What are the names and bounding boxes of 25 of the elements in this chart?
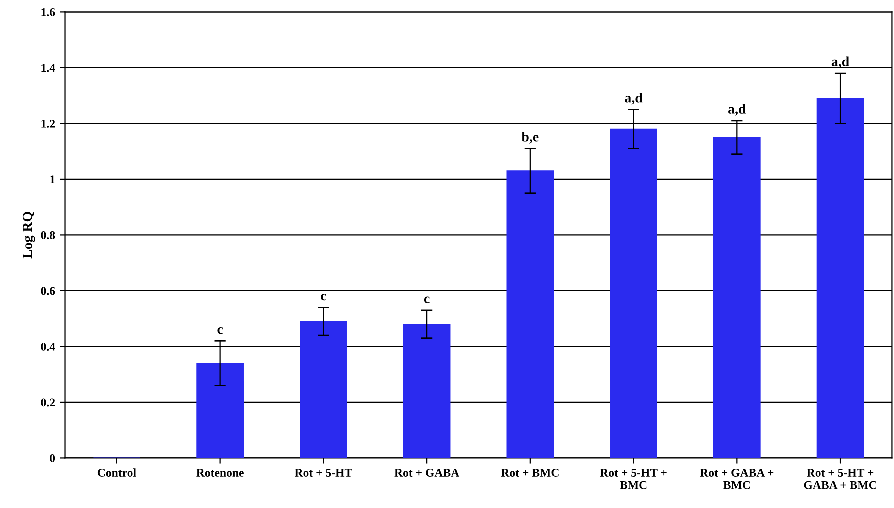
annotation: b,e — [522, 132, 539, 144]
annotation: a,d — [728, 104, 746, 116]
annotation: c — [424, 296, 430, 304]
y-tick-label: 0.6 — [41, 287, 56, 296]
y-tick-label: 0.4 — [41, 342, 56, 351]
x-tick-label: Control — [98, 468, 136, 477]
x-tick-label: Rot + 5-HT — [294, 469, 352, 477]
annotation: a,d — [625, 93, 643, 105]
x-tick-label: Rot + GABA + BMC — [700, 469, 774, 490]
annotation: c — [218, 327, 224, 334]
y-tick-label: 1.6 — [42, 8, 56, 16]
y-tick-label: 0 — [50, 454, 56, 462]
x-tick-label: Rotenone — [196, 469, 244, 477]
y-axis-title: Log RQ — [22, 212, 36, 259]
y-tick-label: 1 — [50, 176, 55, 184]
y-tick-label: 1.2 — [42, 120, 56, 128]
y-tick-label: 0.2 — [41, 398, 56, 407]
annotation: a,d — [832, 56, 850, 69]
x-tick-label: Rot + 5-HT + BMC — [600, 469, 667, 490]
y-tick-label: 0.8 — [41, 231, 56, 240]
x-tick-label: Rot + BMC — [501, 469, 559, 477]
x-tick-label: Rot + 5-HT + GABA + BMC — [804, 469, 876, 490]
x-tick-label: Rot + GABA — [394, 469, 460, 477]
annotation: c — [321, 294, 326, 301]
y-tick-label: 1.4 — [42, 64, 56, 72]
